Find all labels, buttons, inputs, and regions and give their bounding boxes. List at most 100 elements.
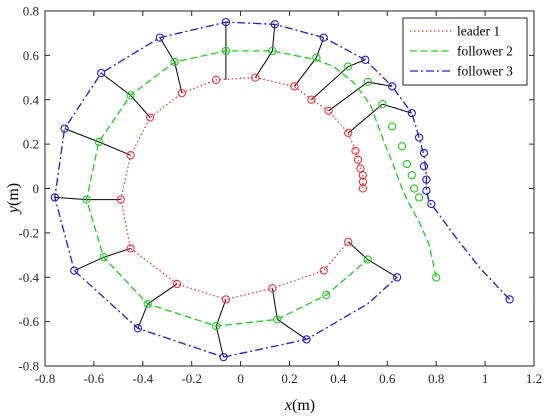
axes-frame [44,10,535,367]
series-line-follower-3 [54,21,511,358]
data-point-leader-1 [319,266,328,275]
data-point-leader-1 [353,155,363,164]
formation-connector [311,59,366,101]
y-tick-label: 0.8 [23,4,39,19]
y-tick-label: -0.2 [18,225,39,240]
data-point-follower-2 [212,321,221,331]
data-point-leader-1 [221,295,231,304]
series-line-leader-1 [120,76,364,301]
data-point-follower-3 [388,82,397,91]
data-point-follower-2 [143,299,152,309]
y-tick-label: -0.8 [18,359,39,374]
legend-label-follower-3: follower 3 [457,64,513,79]
formation-connector [347,103,412,134]
data-point-follower-3 [505,295,514,304]
data-point-follower-3 [133,324,143,333]
data-point-follower-3 [60,124,69,133]
x-tick-label: 1 [482,371,489,386]
data-point-leader-1 [290,82,299,91]
y-tick-label: 0 [33,181,40,196]
x-tick-label: -0.2 [181,371,202,386]
series-follower-3 [50,17,514,362]
data-point-follower-3 [422,186,431,195]
x-axis-label: x(m) [284,397,315,414]
data-point-follower-2 [322,290,331,300]
x-tick-label: 0.6 [379,371,396,386]
data-point-follower-3 [302,335,311,344]
y-tick-label: 0.4 [23,92,40,107]
series-follower-2 [82,46,441,331]
x-tick-label: 1.2 [526,371,542,386]
data-point-follower-2 [402,159,412,169]
data-point-follower-2 [397,142,407,151]
data-point-leader-1 [172,279,182,289]
x-tick-label: -0.8 [35,371,56,386]
y-axis-label: y(m) [5,183,22,215]
data-point-follower-2 [410,184,419,193]
data-point-leader-1 [356,164,365,173]
data-point-follower-2 [273,315,282,324]
data-point-follower-3 [392,273,402,282]
data-point-leader-1 [126,151,135,160]
data-point-follower-3 [361,55,370,64]
formation-connector [294,37,325,87]
data-point-follower-3 [219,352,228,362]
data-point-follower-3 [319,33,328,42]
x-tick-label: 0.2 [281,371,297,386]
x-tick-label: 0 [237,371,244,386]
legend: leader 1 follower 2 follower 3 [402,17,528,86]
data-point-follower-3 [422,175,431,184]
data-point-leader-1 [212,75,221,84]
data-point-follower-2 [99,253,108,262]
data-point-follower-3 [407,108,416,118]
data-point-follower-2 [268,46,277,56]
data-point-follower-3 [414,133,424,142]
x-tick-label: -0.6 [84,371,105,386]
y-tick-label: 0.6 [23,48,40,63]
data-point-follower-2 [414,193,424,202]
data-point-follower-2 [170,57,179,67]
data-point-leader-1 [145,113,155,122]
legend-label-follower-2: follower 2 [457,44,513,59]
data-point-leader-1 [344,237,353,246]
data-point-leader-1 [268,284,277,293]
legend-label-leader-1: leader 1 [457,24,500,39]
formation-connector [328,81,393,112]
data-point-follower-3 [97,68,106,78]
data-point-follower-2 [312,53,321,62]
data-point-follower-3 [270,20,279,29]
data-point-follower-3 [427,199,436,209]
data-point-follower-2 [388,122,397,131]
data-point-follower-2 [363,77,372,87]
x-tick-label: -0.4 [133,371,154,386]
data-point-leader-1 [344,128,353,138]
data-point-follower-3 [50,193,59,202]
series-group [50,17,514,362]
data-point-follower-2 [432,273,441,282]
x-tick-label: 0.8 [428,371,444,386]
tick-labels: -0.8 -0.6 -0.4 -0.2 0 0.2 0.4 0.6 0.8 1 1.2 0.8 0.6 0… [18,4,542,387]
data-point-follower-3 [155,33,165,42]
data-point-follower-2 [363,255,372,264]
data-point-follower-2 [126,91,135,100]
data-point-follower-2 [344,62,353,71]
formation-connector [254,24,276,78]
data-point-follower-3 [221,17,231,27]
data-point-leader-1 [358,177,368,186]
data-point-leader-1 [251,73,260,82]
series-line-follower-2 [85,50,437,327]
legend-item-follower-2: follower 2 [410,44,513,59]
data-point-follower-2 [82,195,91,204]
data-point-follower-3 [70,266,79,275]
formation-connector [64,128,131,156]
data-point-follower-2 [378,100,387,109]
data-point-follower-3 [419,148,429,158]
y-tick-label: 0.2 [23,137,39,152]
series-leader-1 [116,73,368,304]
data-point-leader-1 [307,95,316,104]
data-point-leader-1 [177,88,187,98]
data-point-follower-2 [221,46,231,56]
data-point-leader-1 [351,146,360,155]
y-tick-label: -0.4 [18,270,39,285]
